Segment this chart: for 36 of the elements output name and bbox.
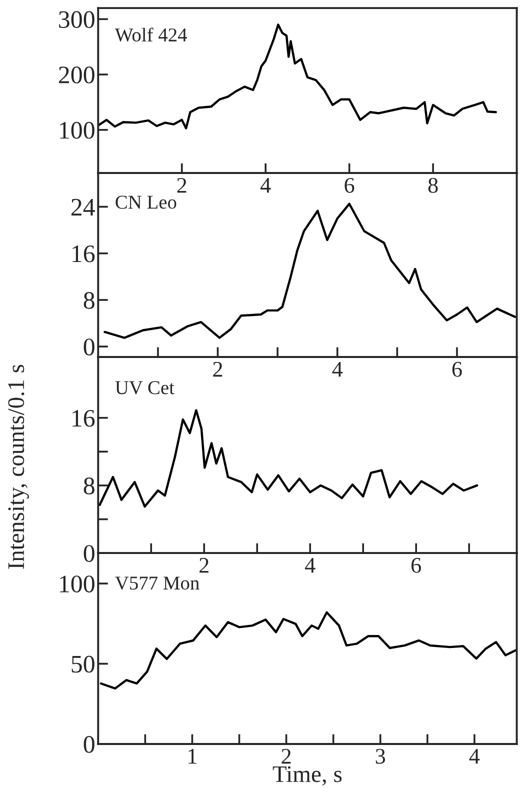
x-axis-title: Time, s <box>272 766 342 786</box>
y-tick-label: 0 <box>84 545 94 562</box>
x-tick-label: 2 <box>282 748 291 764</box>
annotation: UV Cet <box>115 381 174 394</box>
y-tick-label: 16 <box>72 245 95 262</box>
x-tick-label: 4 <box>469 748 480 764</box>
x-tick-label: 4 <box>260 178 271 193</box>
x-tick-label: 4 <box>304 558 316 573</box>
annotation: V577 Mon <box>115 576 200 590</box>
x-tick-label: 4 <box>332 362 343 377</box>
x-tick-label: 1 <box>188 748 196 764</box>
y-tick-label: 200 <box>58 66 94 84</box>
line-series <box>98 409 478 508</box>
line-series <box>98 24 497 130</box>
y-tick-label: 50 <box>72 656 94 673</box>
y-tick-label: 16 <box>72 410 95 427</box>
y-tick-label: 8 <box>84 292 94 309</box>
y-tick-label: 100 <box>60 576 94 592</box>
y-tick-label: 0 <box>84 736 94 753</box>
annotation: Wolf 424 <box>114 28 187 42</box>
x-tick-label: 8 <box>428 178 438 193</box>
x-tick-label: 2 <box>200 558 208 573</box>
x-tick-label: 3 <box>376 748 386 764</box>
y-axis-title: Intensity, counts/0.1 s <box>8 364 29 569</box>
x-tick-label: 2 <box>177 178 186 193</box>
line-series <box>100 611 517 690</box>
x-tick-label: 6 <box>411 558 421 573</box>
x-tick-label: 2 <box>213 362 222 377</box>
x-tick-label: 6 <box>344 178 354 193</box>
y-tick-label: 0 <box>84 338 94 356</box>
y-tick-label: 100 <box>60 122 94 139</box>
y-tick-label: 8 <box>84 477 94 494</box>
y-tick-label: 300 <box>59 11 94 28</box>
x-tick-label: 6 <box>452 362 462 377</box>
annotation: CN Leo <box>116 196 176 209</box>
y-tick-label: 24 <box>71 198 95 216</box>
